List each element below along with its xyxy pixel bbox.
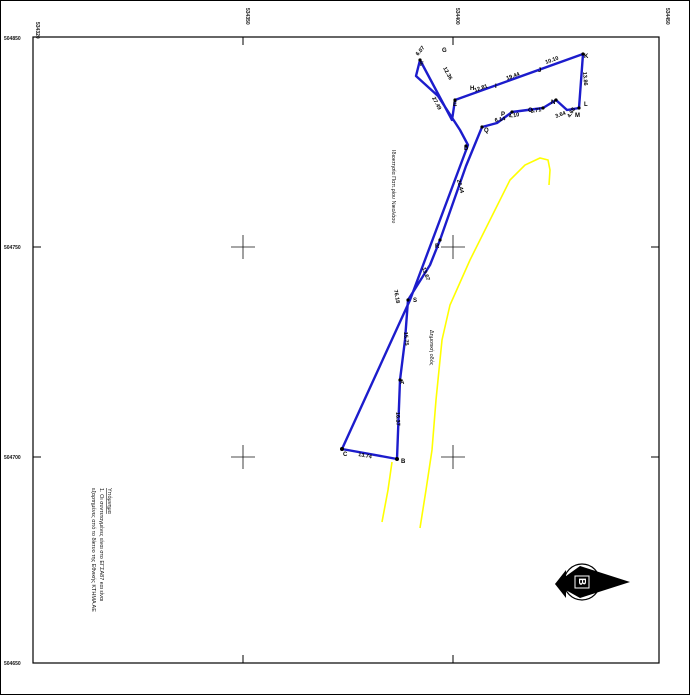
top-tick-label-1: 534320 <box>34 22 40 39</box>
segment-length-13: 12.81 <box>474 84 489 94</box>
vertex-label-r: R <box>435 244 440 250</box>
road-label: Δημοτική οδός <box>428 330 435 366</box>
segment-length-14: 12.36 <box>441 66 453 81</box>
legend-line-2: εξαρτημένες από το δίκτυο της Εθνικής ΚΤ… <box>90 488 97 612</box>
segment-length-3: 76.18 <box>392 289 400 304</box>
road-edge-left <box>381 461 393 523</box>
vertex-label-q: Q <box>484 128 489 134</box>
segment-length-11: 10.10 <box>545 56 560 66</box>
top-tick-label-3: 534400 <box>454 8 460 25</box>
left-tick-label-2: 504750 <box>4 245 21 251</box>
vertex-label-o: O <box>528 108 533 114</box>
segment-length-6: 4.10 <box>508 112 520 120</box>
segment-length-9: 4.68 <box>567 107 578 119</box>
parcel-boundary <box>340 52 585 461</box>
left-tick-label-1: 504850 <box>4 36 21 42</box>
parcel-owner-label: Ιδιοκτησία Παπ.ρίου Νικολάου <box>390 150 397 223</box>
vertex-label-h: H <box>470 86 474 92</box>
segment-length-5: 6.14 <box>494 116 507 124</box>
vertex-markers <box>340 52 585 461</box>
segment-length-12: 19.44 <box>506 71 522 82</box>
segment-length-17: 13.67 <box>420 267 430 282</box>
segment-length-15: 6.07 <box>415 45 426 57</box>
segment-length-8: 3.64 <box>555 110 568 120</box>
top-tick-label-4: 534450 <box>664 8 670 25</box>
frame-ticks <box>33 37 659 663</box>
legend-line-1: 1. Οι συντεταγμένες είναι στο ΕΓΣΑ87 και… <box>98 488 105 602</box>
map-frame <box>32 36 660 664</box>
north-arrow-pointer <box>555 566 630 598</box>
grid-crosses <box>231 235 465 469</box>
vertex-label-p: P <box>501 112 505 118</box>
north-arrow-circle <box>563 563 601 601</box>
vertex-label-b: B <box>401 459 406 465</box>
segment-length-16: 27.49 <box>430 96 442 111</box>
vertex-label-m: M <box>575 113 580 119</box>
road-edge-right <box>419 157 551 529</box>
vertex-label-n: N <box>551 100 555 106</box>
vertex-label-e: E <box>453 102 457 108</box>
segment-length-2: 13.74 <box>358 452 374 460</box>
top-tick-label-2: 534350 <box>244 8 250 25</box>
vertex-label-g: G <box>442 48 447 54</box>
vertex-label-l: L <box>584 102 588 108</box>
legend: Υπόμνημα 1. Οι συντεταγμένες είναι στο Ε… <box>90 488 113 612</box>
vertex-label-a: A <box>400 380 405 386</box>
vertex-label-j: J <box>538 68 541 74</box>
legend-title: Υπόμνημα <box>106 488 113 515</box>
left-tick-label-3: 504700 <box>4 455 21 461</box>
vertex-label-d: D <box>464 146 469 152</box>
north-arrow: B <box>555 563 630 601</box>
segment-length-18: 15.75 <box>402 332 409 346</box>
left-tick-label-4: 504650 <box>4 661 21 667</box>
vertex-label-c: C <box>343 452 348 458</box>
segment-length-7: 3.71 <box>530 107 542 115</box>
segment-length-4: 26.44 <box>455 179 465 195</box>
north-arrow-letter: B <box>576 578 587 585</box>
vertex-label-k: K <box>584 54 589 60</box>
vertex-label-i: I <box>495 84 497 90</box>
segment-length-1: 16.37 <box>394 412 400 426</box>
segment-length-10: 13.86 <box>581 72 588 86</box>
vertex-label-f: F <box>420 62 424 68</box>
vertex-label-s: S <box>413 298 417 304</box>
